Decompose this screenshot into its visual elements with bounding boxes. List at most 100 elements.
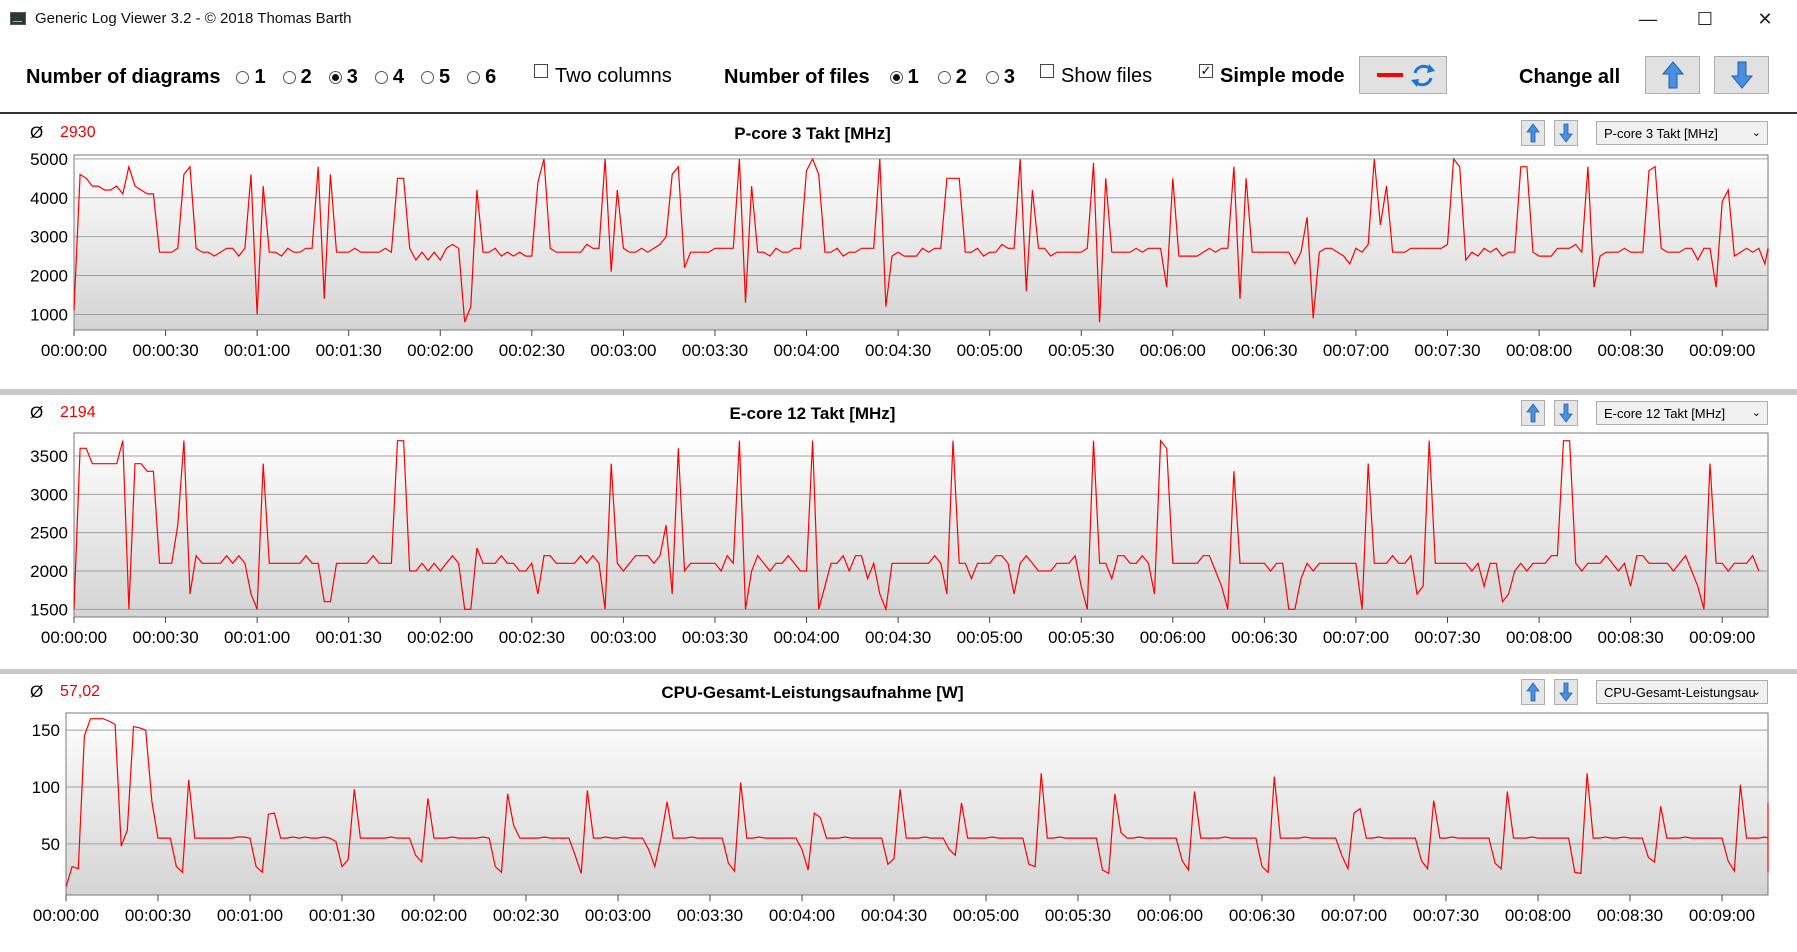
- two-columns-label: Two columns: [555, 64, 672, 87]
- show-files-checkbox[interactable]: Show files: [1040, 62, 1152, 92]
- series-line: [73, 157, 1769, 323]
- minimize-button[interactable]: —: [1620, 0, 1676, 38]
- line-color-refresh-button[interactable]: [1359, 56, 1447, 94]
- files-label: Number of files: [724, 65, 870, 88]
- diagrams-option-1[interactable]: 1: [236, 66, 266, 89]
- chevron-down-icon: ⌄: [1751, 127, 1761, 139]
- files-option-2[interactable]: 2: [937, 66, 967, 89]
- files-group: Number of files 1 2 3: [724, 62, 1034, 92]
- arrow-up-icon: [1526, 123, 1540, 143]
- plot-area: [73, 154, 1769, 331]
- diagram-panel: 1000 2000 3000 4000 5000 00:00:00 00:00:30 00:0…: [0, 115, 1797, 389]
- diagrams-radio-6[interactable]: [467, 70, 481, 84]
- diagrams-radio-2[interactable]: [282, 70, 296, 84]
- plot-area: [73, 432, 1769, 618]
- x-tick-label: 00:00:30: [132, 628, 198, 647]
- simple-mode-checkbox[interactable]: ✓ Simple mode: [1199, 62, 1344, 92]
- change-all-up-button[interactable]: [1645, 56, 1700, 94]
- change-all-group: Change all: [1519, 62, 1620, 92]
- average-value: 2930: [60, 124, 96, 141]
- x-tick-label: 00:05:00: [957, 628, 1023, 647]
- y-tick-label: 150: [32, 721, 60, 740]
- channel-select[interactable]: P-core 3 Takt [MHz] ⌄: [1596, 121, 1768, 145]
- line-chart[interactable]: 50 100 150 00:00:00 00:00:30 00:01:00 00:01:30…: [0, 674, 1797, 952]
- x-tick-label: 00:05:30: [1048, 628, 1114, 647]
- x-tick-label: 00:08:00: [1505, 906, 1571, 925]
- diagrams-option-4[interactable]: 4: [374, 65, 404, 89]
- x-tick-label: 00:06:30: [1229, 906, 1295, 925]
- files-option-3[interactable]: 3: [985, 66, 1015, 89]
- move-up-button[interactable]: [1521, 400, 1545, 426]
- show-files-label: Show files: [1061, 64, 1153, 87]
- maximize-button[interactable]: ☐: [1677, 0, 1733, 38]
- x-tick-label: 00:09:00: [1689, 341, 1755, 360]
- panel-divider[interactable]: [0, 389, 1797, 395]
- files-radio-1[interactable]: [889, 70, 903, 84]
- x-tick-label: 00:02:30: [499, 628, 565, 647]
- channel-select[interactable]: E-core 12 Takt [MHz] ⌄: [1596, 401, 1768, 425]
- x-tick-label: 00:02:00: [407, 341, 473, 360]
- diagrams-option-label: 6: [485, 65, 497, 88]
- x-tick-label: 00:01:00: [224, 341, 290, 360]
- panel-divider[interactable]: [0, 669, 1797, 675]
- arrow-up-icon: [1526, 682, 1540, 702]
- change-all-down-button[interactable]: [1714, 56, 1769, 94]
- x-tick-label: 00:03:00: [585, 906, 651, 925]
- move-up-button[interactable]: [1521, 679, 1545, 705]
- diagrams-option-label: 4: [392, 65, 404, 88]
- files-option-1[interactable]: 1: [889, 65, 919, 89]
- move-down-button[interactable]: [1554, 120, 1578, 146]
- y-tick-label: 1000: [30, 305, 68, 324]
- simple-mode-label: Simple mode: [1220, 64, 1345, 87]
- diagrams-radio-1[interactable]: [236, 70, 250, 84]
- series-line: [73, 439, 1760, 612]
- arrow-down-icon: [1559, 403, 1573, 423]
- x-tick-label: 00:08:00: [1506, 341, 1572, 360]
- y-tick-label: 3000: [30, 485, 68, 504]
- close-button[interactable]: ✕: [1737, 0, 1793, 38]
- diagrams-option-6[interactable]: 6: [467, 66, 496, 89]
- diagrams-option-5[interactable]: 5: [420, 66, 450, 89]
- window-title: Generic Log Viewer 3.2 - © 2018 Thomas B…: [35, 10, 352, 27]
- x-tick-label: 00:05:00: [953, 906, 1019, 925]
- channel-select[interactable]: CPU-Gesamt-Leistungsau ⌄: [1596, 680, 1768, 704]
- diagrams-option-3[interactable]: 3: [328, 66, 358, 89]
- diagrams-radio-3[interactable]: [328, 70, 342, 84]
- x-tick-label: 00:08:00: [1506, 628, 1572, 647]
- show-files-box[interactable]: [1040, 64, 1054, 78]
- toolbar-divider: [0, 112, 1797, 114]
- x-tick-label: 00:01:30: [316, 341, 382, 360]
- diagram-panel: 50 100 150 00:00:00 00:00:30 00:01:00 00:01:30…: [0, 674, 1797, 952]
- x-tick-label: 00:07:30: [1414, 341, 1480, 360]
- x-tick-label: 00:09:00: [1689, 628, 1755, 647]
- minimize-icon: —: [1639, 8, 1657, 29]
- simple-mode-box[interactable]: ✓: [1199, 63, 1213, 78]
- diagrams-radio-5[interactable]: [420, 70, 434, 84]
- files-radio-2[interactable]: [937, 70, 951, 84]
- refresh-icon: [1411, 64, 1435, 87]
- diagrams-option-2[interactable]: 2: [282, 66, 312, 89]
- x-tick-label: 00:07:00: [1323, 628, 1389, 647]
- two-columns-checkbox[interactable]: Two columns: [534, 62, 672, 92]
- line-chart[interactable]: 1000 2000 3000 4000 5000 00:00:00 00:00:30 00:0…: [0, 115, 1797, 389]
- x-tick-label: 00:02:30: [499, 341, 565, 360]
- x-tick-label: 00:02:00: [401, 906, 467, 925]
- x-tick-label: 00:04:30: [861, 906, 927, 925]
- move-down-button[interactable]: [1554, 679, 1578, 705]
- move-up-button[interactable]: [1521, 120, 1545, 146]
- diagram-title: E-core 12 Takt [MHz]: [729, 404, 896, 423]
- channel-select-value: E-core 12 Takt [MHz]: [1604, 405, 1726, 421]
- close-icon: ✕: [1757, 8, 1773, 29]
- files-radio-3[interactable]: [985, 70, 999, 84]
- two-columns-box[interactable]: [534, 64, 548, 78]
- x-tick-label: 00:07:00: [1323, 341, 1389, 360]
- plot-area: [65, 712, 1769, 896]
- diagrams-radio-4[interactable]: [374, 70, 388, 84]
- channel-select-value: P-core 3 Takt [MHz]: [1604, 125, 1718, 141]
- x-tick-label: 00:00:30: [125, 906, 191, 925]
- move-down-button[interactable]: [1554, 400, 1578, 426]
- toolbar: Number of diagrams 1 2 3 4 5 6 Two columns Nu…: [0, 42, 1797, 110]
- x-tick-label: 00:03:30: [682, 628, 748, 647]
- files-option-label: 1: [907, 65, 919, 88]
- line-chart[interactable]: 1500 2000 2500 3000 3500 00:00:00 00:00:30 00:0…: [0, 395, 1797, 669]
